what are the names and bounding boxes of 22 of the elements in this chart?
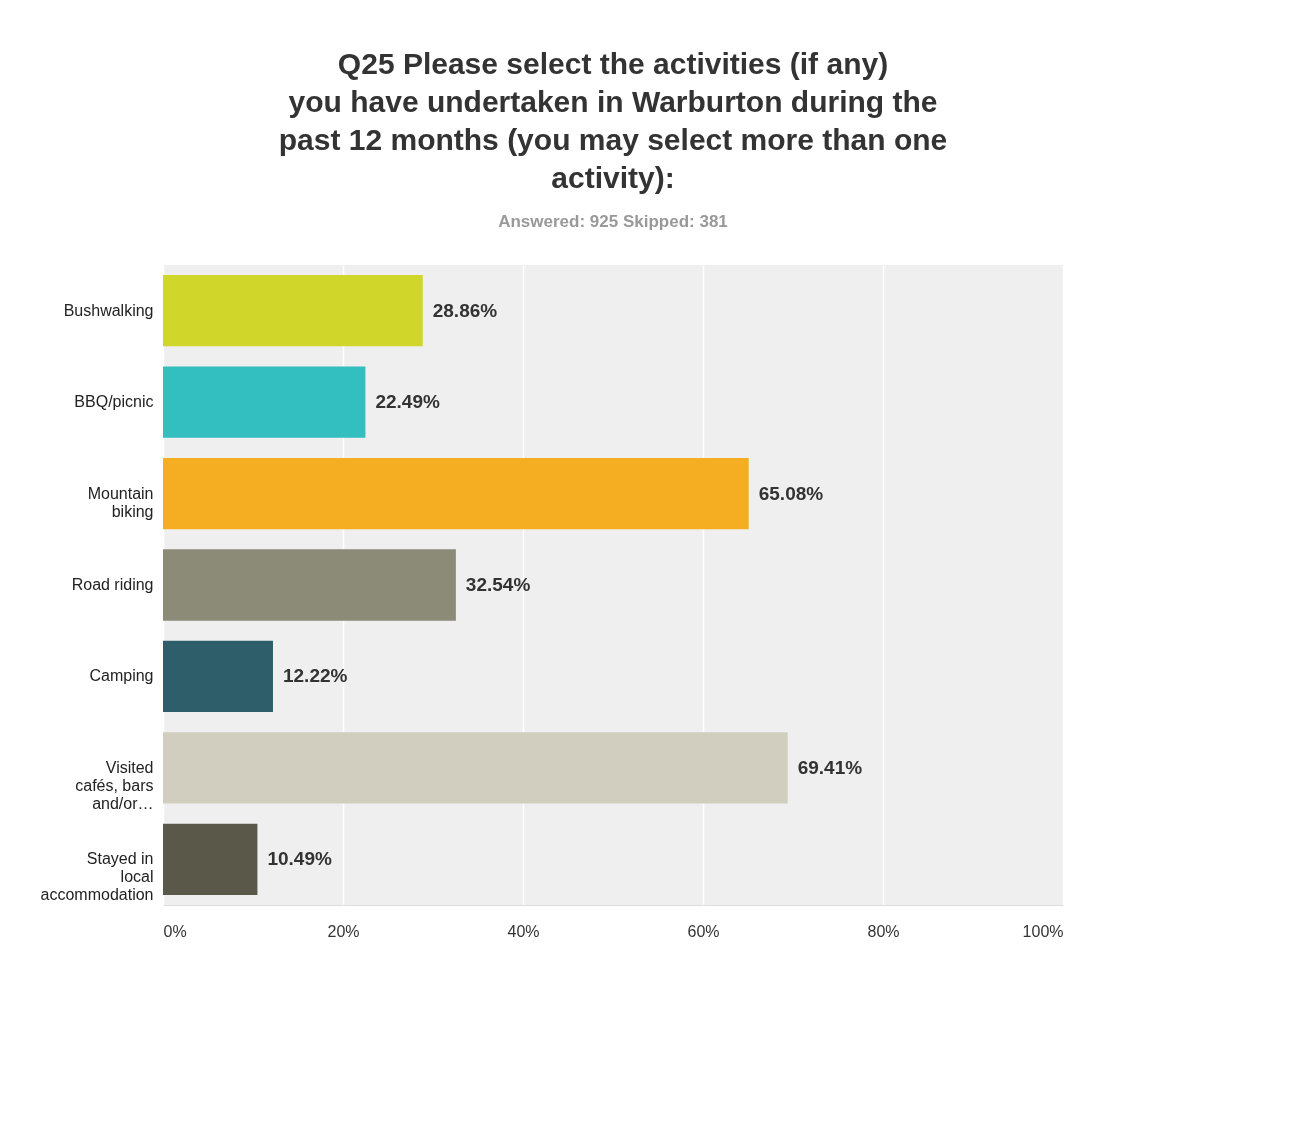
y-tick-label: Bushwalking	[63, 301, 154, 319]
x-tick-label: 0%	[163, 922, 187, 940]
x-tick-label: 60%	[687, 922, 720, 940]
x-tick-label: 100%	[1022, 922, 1064, 940]
data-label: 65.08%	[758, 482, 824, 504]
data-label: 12.22%	[282, 665, 348, 687]
y-tick-label: Road riding	[71, 576, 154, 593]
data-label: 10.49%	[267, 848, 332, 870]
x-tick-label: 80%	[867, 922, 900, 940]
x-tick-label: 20%	[327, 922, 360, 940]
chart-title: Q25 Please select the activities (if any) you have undertaken in Warburton during the past 12 months (you may select more than one activity):	[278, 47, 948, 194]
data-label: 28.86%	[432, 299, 498, 321]
chart-subtitle: Answered: 925 Skipped: 381	[498, 212, 728, 231]
y-tick-label: Visited cafés, bars and/or…	[75, 758, 154, 812]
data-label: 32.54%	[465, 574, 531, 595]
y-tick-label: Stayed in local accommodation	[40, 850, 154, 904]
data-label: 69.41%	[797, 756, 863, 778]
x-tick-label: 40%	[507, 922, 540, 940]
y-tick-label: Camping	[89, 667, 154, 685]
data-label: 22.49%	[375, 391, 440, 413]
y-tick-label: Mountain biking	[87, 484, 154, 520]
y-tick-label: BBQ/picnic	[74, 393, 154, 411]
